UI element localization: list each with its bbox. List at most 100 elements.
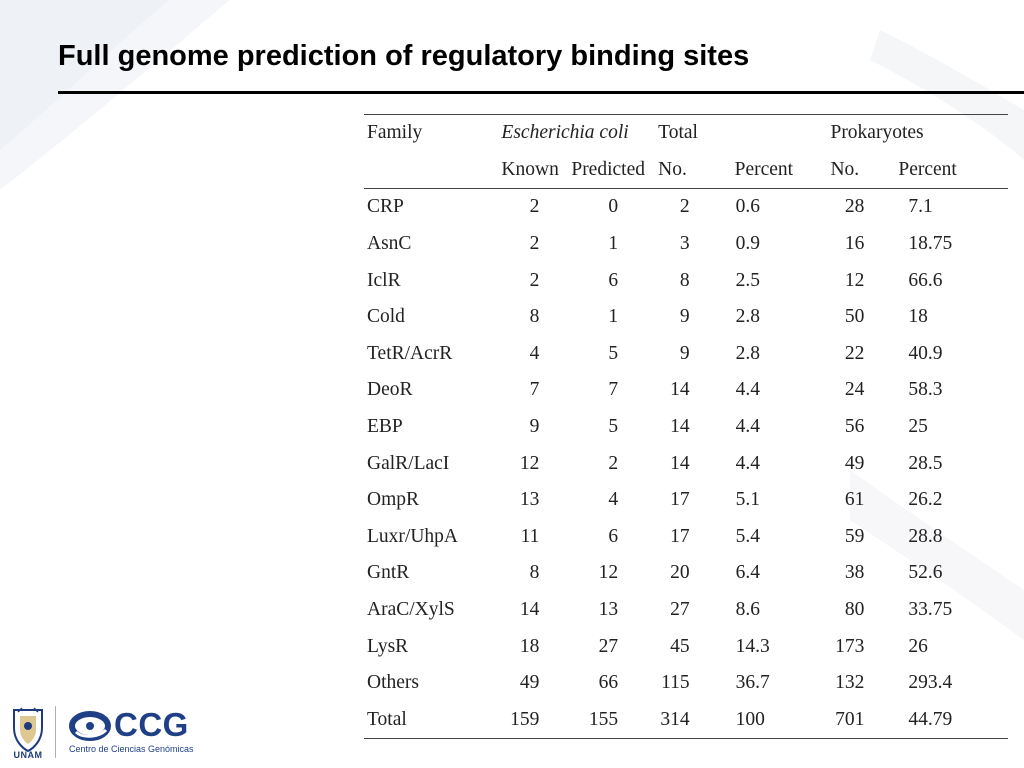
cell-family: OmpR: [367, 489, 420, 511]
cell-prokaryotes-percent: 18: [908, 306, 928, 328]
table-row: CRP 2 0 2 0.6 28 7.1: [364, 189, 1008, 226]
table-row: GntR 8 12 20 6.4 38 52.6: [364, 555, 1008, 592]
table-row: Total 159 155 314 100 701 44.79: [364, 701, 1008, 740]
cell-family: TetR/AcrR: [367, 342, 453, 364]
cell-prokaryotes-percent: 28.5: [908, 452, 943, 474]
cell-predicted: 4: [608, 489, 619, 511]
cell-family: AsnC: [367, 233, 412, 255]
cell-family: EBP: [367, 416, 403, 438]
table-row: DeoR 7 7 14 4.4 24 58.3: [364, 372, 1008, 409]
cell-prokaryotes-no: 80: [844, 599, 865, 621]
cell-predicted: 66: [598, 672, 619, 694]
cell-total-percent: 2.8: [735, 342, 760, 364]
cell-total-no: 8: [679, 269, 690, 291]
cell-prokaryotes-percent: 52.6: [908, 562, 943, 584]
cell-known: 14: [519, 599, 540, 621]
cell-prokaryotes-no: 16: [844, 233, 865, 255]
cell-known: 11: [520, 525, 540, 547]
cell-prokaryotes-no: 61: [844, 489, 865, 511]
cell-prokaryotes-no: 132: [835, 672, 865, 694]
footer-logos: UNAM CCG Centro de Ciencias Genómicas: [0, 700, 260, 768]
header-total: Total: [658, 113, 827, 152]
cell-total-no: 14: [670, 416, 690, 438]
cell-prokaryotes-no: 22: [844, 342, 865, 364]
cell-prokaryotes-no: 12: [844, 269, 865, 291]
cell-total-percent: 100: [717, 701, 827, 740]
header-prokaryotes: Prokaryotes: [826, 113, 1008, 152]
cell-predicted: 12: [598, 562, 619, 584]
table-header-row: Family Escherichia coli Total Prokaryote…: [364, 113, 1008, 152]
ccg-swirl-icon: [69, 711, 111, 741]
subheader-total-percent: Percent: [717, 151, 827, 190]
cell-total-percent: 2.8: [735, 306, 760, 328]
ccg-subtitle: Centro de Ciencias Genómicas: [69, 744, 194, 754]
table-row: Luxr/UhpA 11 6 17 5.4 59 28.8: [364, 519, 1008, 556]
cell-total-percent: 0.6: [735, 196, 760, 218]
cell-predicted: 6: [608, 525, 619, 547]
cell-total-percent: 4.4: [735, 379, 760, 401]
cell-predicted: 5: [608, 342, 619, 364]
subheader-predicted: Predicted: [567, 151, 659, 190]
cell-predicted: 155: [567, 701, 659, 740]
cell-known: 2: [529, 269, 540, 291]
cell-prokaryotes-no: 59: [844, 525, 865, 547]
cell-total-no: 17: [670, 489, 690, 511]
cell-predicted: 6: [608, 269, 619, 291]
cell-total-percent: 14.3: [735, 635, 770, 657]
cell-family: Total: [364, 701, 498, 740]
cell-predicted: 7: [608, 379, 619, 401]
cell-known: 159: [497, 701, 568, 740]
binding-sites-table: Family Escherichia coli Total Prokaryote…: [364, 113, 1008, 740]
cell-prokaryotes-percent: 293.4: [908, 672, 953, 694]
cell-known: 8: [529, 562, 540, 584]
cell-total-no: 17: [670, 525, 690, 547]
cell-prokaryotes-no: 28: [844, 196, 865, 218]
subheader-blank: [364, 151, 498, 190]
cell-family: IclR: [367, 269, 401, 291]
table-subheader-row: Known Predicted No. Percent No. Percent: [364, 151, 1008, 190]
cell-total-percent: 5.4: [735, 525, 760, 547]
cell-known: 4: [529, 342, 540, 364]
cell-known: 7: [529, 379, 540, 401]
cell-prokaryotes-percent: 40.9: [908, 342, 943, 364]
subheader-prokaryotes-percent: Percent: [892, 151, 1008, 190]
cell-total-no: 45: [670, 635, 690, 657]
title-divider: [58, 91, 1024, 94]
cell-predicted: 1: [608, 306, 619, 328]
cell-total-no: 14: [670, 452, 690, 474]
subheader-known: Known: [497, 151, 568, 190]
cell-total-percent: 0.9: [735, 233, 760, 255]
logo-divider: [55, 706, 56, 758]
table-row: AsnC 2 1 3 0.9 16 18.75: [364, 226, 1008, 263]
cell-family: DeoR: [367, 379, 413, 401]
cell-predicted: 2: [608, 452, 619, 474]
cell-prokaryotes-percent: 66.6: [908, 269, 943, 291]
cell-predicted: 5: [608, 416, 619, 438]
cell-family: AraC/XylS: [367, 599, 455, 621]
cell-total-percent: 36.7: [735, 672, 770, 694]
cell-family: LysR: [367, 635, 409, 657]
cell-total-percent: 2.5: [735, 269, 760, 291]
cell-total-no: 9: [679, 342, 690, 364]
unam-crest-icon: [13, 707, 43, 753]
cell-total-no: 9: [679, 306, 690, 328]
cell-total-no: 3: [679, 233, 690, 255]
cell-prokaryotes-percent: 26.2: [908, 489, 943, 511]
cell-prokaryotes-percent: 58.3: [908, 379, 943, 401]
cell-prokaryotes-no: 701: [826, 701, 893, 740]
cell-known: 8: [529, 306, 540, 328]
table-row: IclR 2 6 8 2.5 12 66.6: [364, 262, 1008, 299]
unam-label: UNAM: [13, 750, 43, 760]
table-row: EBP 9 5 14 4.4 56 25: [364, 409, 1008, 446]
cell-total-percent: 5.1: [735, 489, 760, 511]
subheader-prokaryotes-no: No.: [826, 151, 893, 190]
table-row: Others 49 66 115 36.7 132 293.4: [364, 665, 1008, 702]
cell-total-no: 115: [661, 672, 690, 694]
cell-total-percent: 6.4: [735, 562, 760, 584]
cell-prokaryotes-percent: 7.1: [908, 196, 933, 218]
subheader-total-no: No.: [658, 151, 718, 190]
cell-family: Others: [367, 672, 419, 694]
cell-prokaryotes-percent: 33.75: [908, 599, 953, 621]
cell-total-no: 314: [658, 701, 718, 740]
